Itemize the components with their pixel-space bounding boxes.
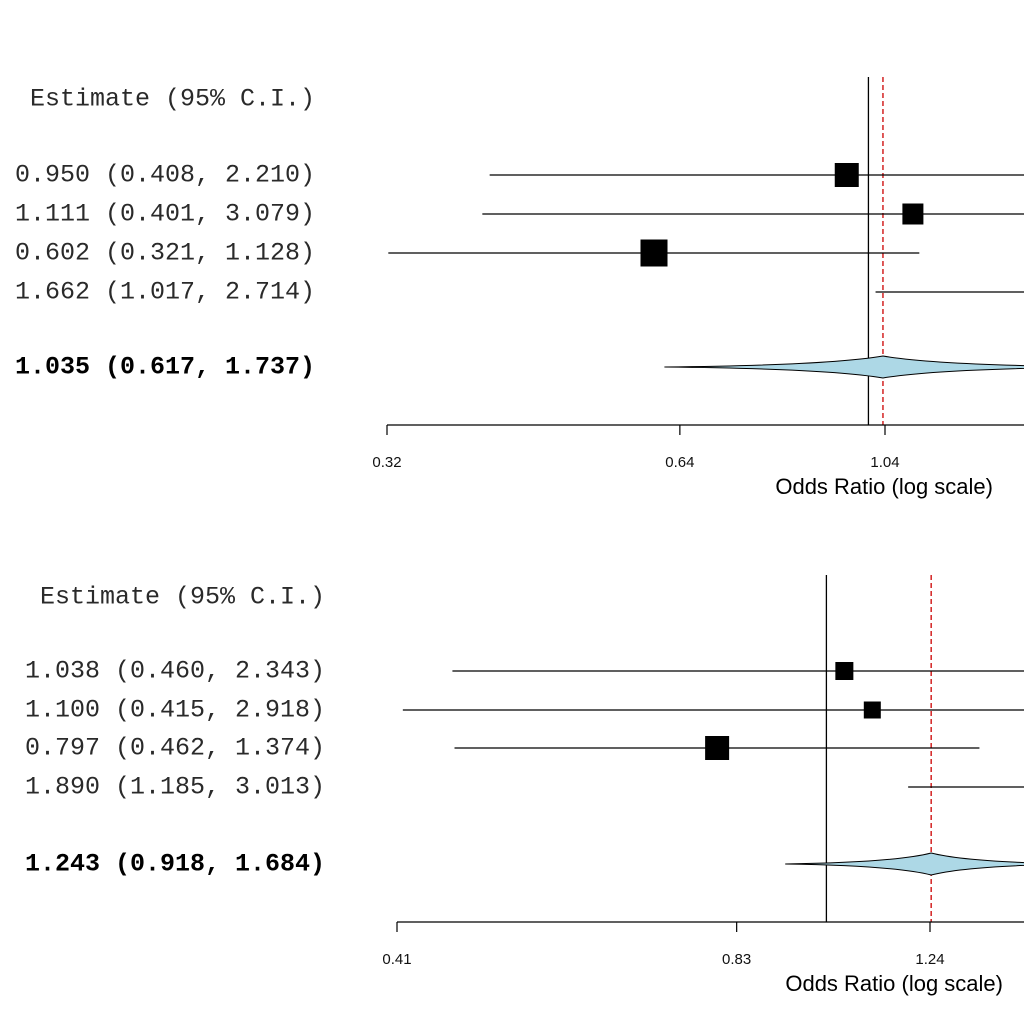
study-estimate-text: 0.797 (0.462, 1.374) <box>25 734 325 763</box>
study-estimate-text: 1.662 (1.017, 2.714) <box>15 278 315 307</box>
study-estimate-text: 1.100 (0.415, 2.918) <box>25 696 325 725</box>
summary-estimate-text: 1.035 (0.617, 1.737) <box>15 353 315 382</box>
study-estimate-text: 0.950 (0.408, 2.210) <box>15 161 315 190</box>
x-axis-label: Odds Ratio (log scale) <box>775 474 993 499</box>
summary-diamond <box>664 355 1024 379</box>
study-estimate-box <box>902 203 924 225</box>
study-estimate-box <box>705 736 730 760</box>
study-estimate-text: 1.890 (1.185, 3.013) <box>25 773 325 802</box>
study-estimate-box <box>863 701 881 719</box>
x-tick-label: 0.64 <box>665 454 694 471</box>
x-axis-label: Odds Ratio (log scale) <box>785 971 1003 996</box>
x-tick-label: 0.83 <box>722 951 751 968</box>
x-tick-label: 1.04 <box>870 454 899 471</box>
summary-diamond <box>785 852 1024 876</box>
x-tick-label: 0.32 <box>372 454 401 471</box>
study-estimate-text: 1.111 (0.401, 3.079) <box>15 200 315 229</box>
x-tick-label: 0.41 <box>382 951 411 968</box>
study-estimate-box <box>835 662 854 680</box>
study-estimate-text: 0.602 (0.321, 1.128) <box>15 239 315 268</box>
x-tick-label: 1.24 <box>915 951 944 968</box>
study-estimate-text: 1.038 (0.460, 2.343) <box>25 657 325 686</box>
column-header: Estimate (95% C.I.) <box>30 85 315 114</box>
study-estimate-box <box>834 163 859 187</box>
study-estimate-box <box>640 239 668 267</box>
summary-estimate-text: 1.243 (0.918, 1.684) <box>25 850 325 879</box>
column-header: Estimate (95% C.I.) <box>40 583 325 612</box>
